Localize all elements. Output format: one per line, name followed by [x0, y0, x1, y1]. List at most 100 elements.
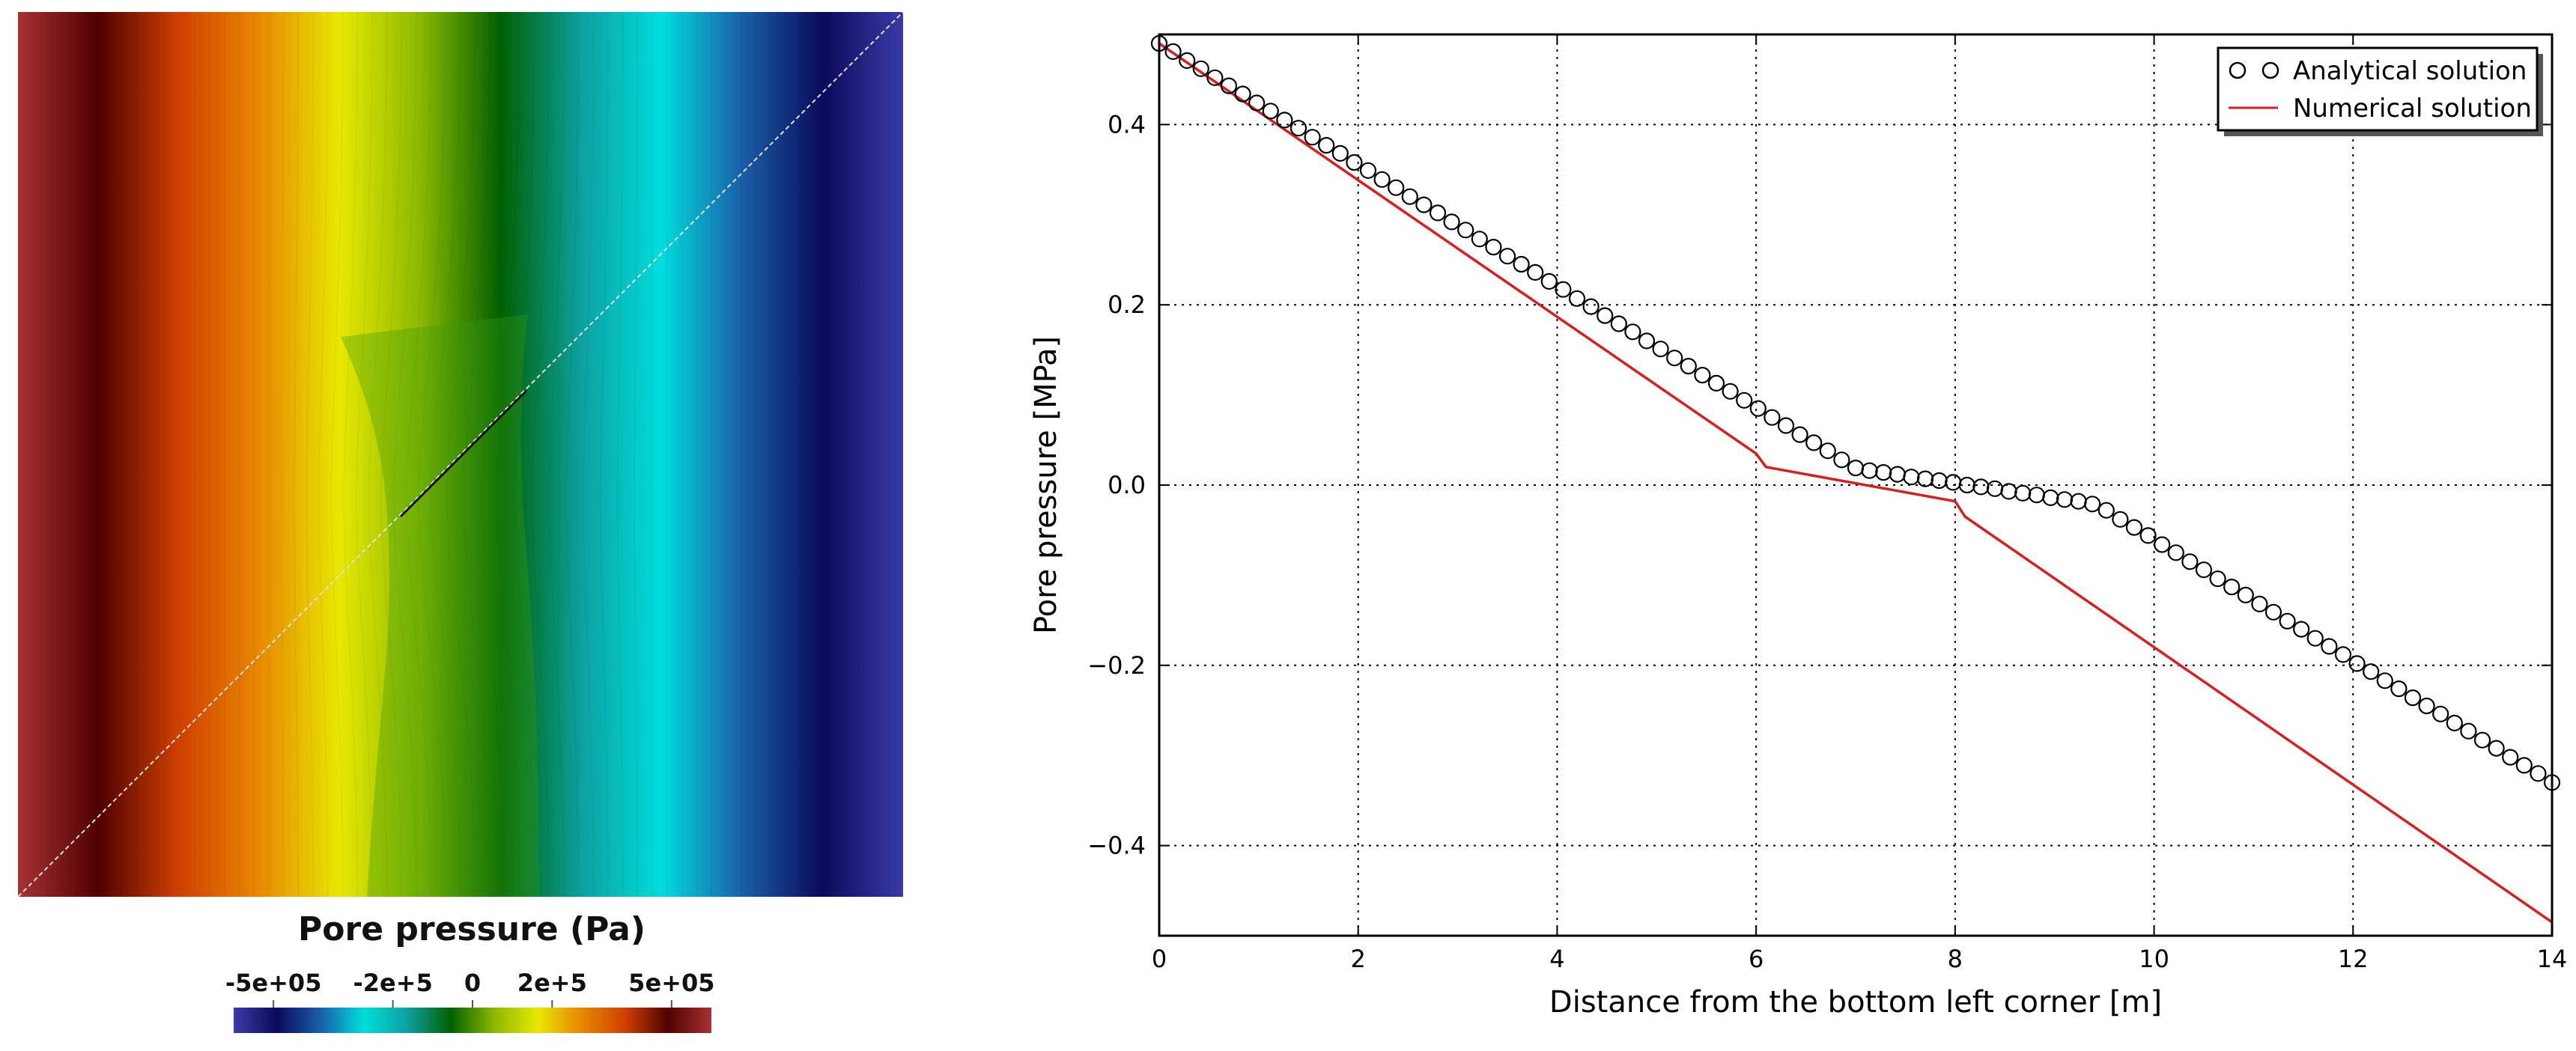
- contour-line: [330, 12, 344, 897]
- y-tick-label: 0.2: [1108, 290, 1146, 319]
- analytical-point: [1179, 52, 1196, 70]
- analytical-series: [1150, 34, 2561, 791]
- contour-line: [343, 12, 358, 897]
- analytical-point: [1597, 307, 1614, 324]
- analytical-point: [1847, 459, 1865, 477]
- contour-line: [356, 12, 373, 897]
- analytical-point: [1331, 144, 1349, 162]
- y-axis-ticks: −0.4 −0.2 0.0 0.2 0.4: [1087, 110, 2552, 860]
- analytical-point: [1513, 255, 1530, 273]
- analytical-point: [1889, 466, 1906, 483]
- contour-line: [293, 12, 300, 897]
- analytical-point: [1429, 204, 1447, 222]
- analytical-point: [2473, 731, 2491, 749]
- analytical-point: [1861, 462, 1878, 479]
- analytical-point: [2028, 487, 2045, 504]
- legend-item-analytical: Analytical solution: [2229, 56, 2527, 86]
- analytical-point: [1415, 196, 1433, 213]
- pore-pressure-field-panel: Pore pressure (Pa) -5e+05 -2e+5 0 2e+5 5e+05: [0, 0, 944, 1048]
- x-tick-label: 4: [1549, 945, 1564, 973]
- analytical-point: [2070, 493, 2087, 510]
- y-tick-label: −0.4: [1087, 832, 1146, 860]
- x-tick-label: 12: [2338, 945, 2369, 973]
- colorbar-tick-label: 5e+05: [628, 969, 714, 997]
- legend-box: [2217, 46, 2539, 132]
- contour-line: [393, 12, 417, 897]
- analytical-point: [1680, 358, 1697, 375]
- analytical-point: [1304, 129, 1321, 146]
- contour-line: [306, 12, 314, 897]
- colorbar-tick-label: 2e+5: [517, 969, 587, 997]
- analytical-point: [1582, 298, 1600, 315]
- contour-line: [446, 12, 476, 897]
- contour-line: [616, 12, 624, 897]
- colorbar-tick-labels: -5e+05 -2e+5 0 2e+5 5e+05: [225, 969, 714, 1008]
- analytical-point: [2446, 714, 2463, 732]
- analytical-point: [2125, 519, 2143, 536]
- legend: Analytical solution Numerical solution: [2217, 46, 2543, 136]
- analytical-point: [1373, 171, 1391, 188]
- analytical-point: [1791, 426, 1808, 443]
- analytical-point: [1457, 222, 1474, 239]
- analytical-point: [2488, 740, 2505, 757]
- analytical-point: [1624, 323, 1641, 341]
- analytical-point: [2251, 595, 2268, 613]
- analytical-point: [1722, 383, 1739, 400]
- analytical-point: [1262, 103, 1279, 120]
- analytical-point: [2014, 484, 2032, 502]
- analytical-point: [1388, 179, 1405, 196]
- x-tick-label: 0: [1152, 945, 1167, 973]
- x-tick-label: 10: [2139, 945, 2169, 973]
- analytical-point: [1945, 474, 1962, 491]
- contour-line: [634, 12, 639, 897]
- analytical-point: [2502, 749, 2519, 766]
- analytical-point: [2223, 578, 2241, 596]
- analytical-point: [1471, 231, 1488, 248]
- analytical-point: [2432, 705, 2449, 722]
- contour-line: [497, 12, 520, 897]
- analytical-point: [2348, 655, 2366, 672]
- analytical-point: [1638, 332, 1656, 350]
- analytical-point: [2515, 757, 2533, 774]
- contour-line: [431, 12, 461, 897]
- x-tick-label: 14: [2537, 945, 2568, 973]
- contour-line: [280, 12, 285, 897]
- x-axis-label: Distance from the bottom left corner [m]: [1549, 985, 2162, 1020]
- analytical-point: [1972, 478, 1990, 496]
- sampling-diagonal-line: [17, 11, 904, 898]
- numerical-series: [1158, 42, 2553, 924]
- analytical-point: [2279, 612, 2296, 630]
- analytical-point: [1694, 367, 1711, 384]
- analytical-point: [2097, 502, 2115, 519]
- analytical-point: [1610, 315, 1627, 332]
- contour-line: [650, 12, 653, 897]
- contour-line: [380, 12, 402, 897]
- analytical-point: [2334, 646, 2352, 663]
- analytical-point: [1401, 188, 1418, 205]
- analytical-point: [2404, 689, 2422, 707]
- analytical-point: [2084, 496, 2101, 513]
- analytical-point: [1736, 392, 1753, 409]
- analytical-point: [1986, 480, 2004, 497]
- contour-line: [480, 12, 505, 897]
- analytical-point: [1498, 248, 1516, 265]
- analytical-point: [1568, 290, 1586, 307]
- x-tick-label: 8: [1948, 945, 1963, 973]
- analytical-point: [1819, 442, 1836, 460]
- analytical-point: [2460, 722, 2477, 740]
- analytical-point: [1805, 434, 1823, 451]
- analytical-point: [2530, 765, 2547, 782]
- analytical-point: [2042, 489, 2059, 507]
- contour-line: [463, 12, 491, 897]
- contour-line: [548, 12, 565, 897]
- x-axis-ticks: 0 2 4 6 8 10 12 14: [1152, 34, 2568, 973]
- y-tick-label: 0.0: [1108, 471, 1146, 499]
- analytical-point: [2418, 697, 2435, 715]
- contour-line: [405, 12, 432, 897]
- analytical-point: [1652, 341, 1669, 358]
- analytical-point: [1916, 470, 1934, 487]
- legend-label-analytical: Analytical solution: [2293, 56, 2527, 86]
- analytical-point: [2139, 527, 2157, 544]
- contour-line: [514, 12, 535, 897]
- fracture-line: [399, 389, 528, 518]
